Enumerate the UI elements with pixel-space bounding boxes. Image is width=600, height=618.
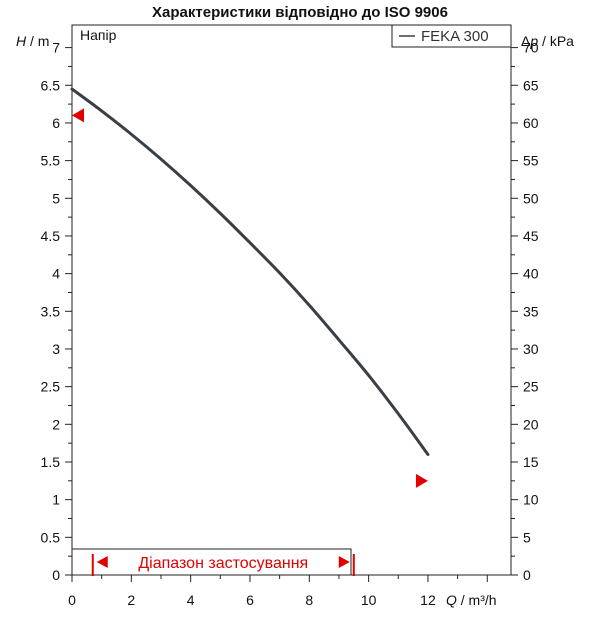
application-range-label: Діапазон застосування	[138, 555, 308, 572]
y-left-tick-label: 5.5	[41, 153, 61, 169]
y-left-tick-label: 4	[52, 266, 60, 282]
legend-box	[391, 24, 512, 48]
x-tick-label: 0	[68, 592, 76, 608]
y-axis-right-prefix: Δ	[521, 33, 530, 49]
x-tick-label: 8	[305, 592, 313, 608]
panel-label: Напір	[80, 27, 117, 43]
y-right-tick-label: 70	[523, 40, 539, 56]
x-tick-label: 4	[187, 592, 195, 608]
y-right-tick-label: 25	[523, 379, 539, 395]
limit-marker-left	[72, 108, 84, 123]
y-right-tick-label: 10	[523, 492, 539, 508]
plot-area	[71, 24, 512, 576]
y-axis-right-label: Δp / kPa	[521, 33, 574, 49]
chart-title: Характеристики відповідно до ISO 9906	[152, 4, 448, 21]
application-range-left-arrow	[96, 556, 108, 568]
application-range: Діапазон застосування	[71, 548, 355, 576]
x-axis: 0 2 4 6 8 10 12	[68, 575, 488, 608]
y-left-tick-label: 0.5	[41, 529, 61, 545]
application-range-box	[71, 548, 352, 576]
y-left-tick-label: 3	[52, 341, 60, 357]
x-axis-var: Q	[446, 592, 457, 608]
y-right-tick-label: 50	[523, 190, 539, 206]
legend-entry-feka-300: FEKA 300	[421, 28, 489, 45]
y-left-tick-label: 6	[52, 115, 60, 131]
y-axis-left-var: H	[16, 33, 27, 49]
x-tick-label: 6	[246, 592, 254, 608]
y-left-tick-label: 4.5	[41, 228, 61, 244]
y-right-tick-label: 65	[523, 77, 539, 93]
y-right-tick-label: 5	[523, 529, 531, 545]
x-tick-label: 12	[420, 592, 436, 608]
x-axis-unit: / m³/h	[457, 592, 497, 608]
y-right-tick-label: 30	[523, 341, 539, 357]
y-left-tick-label: 0	[52, 567, 60, 583]
application-range-right-arrow	[338, 556, 350, 568]
legend: FEKA 300	[391, 24, 512, 48]
y-left-tick-label: 3.5	[41, 303, 61, 319]
y-right-tick-label: 20	[523, 416, 539, 432]
y-axis-right: 0 5 10 15 20 25 30 35 40 45 50 55 60 65 70	[511, 40, 539, 583]
y-axis-left-unit: / m	[26, 33, 49, 49]
y-right-tick-label: 55	[523, 153, 539, 169]
y-right-tick-label: 35	[523, 303, 539, 319]
operating-limit-markers	[72, 108, 428, 488]
y-left-tick-label: 2	[52, 416, 60, 432]
y-axis-left: 0 0.5 1 1.5 2 2.5 3 3.5 4 4.5 5 5.5 6 6.5 7	[41, 40, 72, 583]
x-axis-label: Q / m³/h	[446, 592, 497, 608]
y-right-tick-label: 0	[523, 567, 531, 583]
y-left-tick-label: 6.5	[41, 77, 61, 93]
y-left-tick-label: 2.5	[41, 379, 61, 395]
y-left-tick-label: 5	[52, 190, 60, 206]
y-axis-right-var: p	[529, 33, 538, 49]
series-line-feka-300	[70, 87, 430, 456]
y-left-tick-label: 1	[52, 492, 60, 508]
y-axis-right-unit: / kPa	[538, 33, 574, 49]
y-axis-left-label: H / m	[16, 33, 49, 49]
y-right-tick-label: 15	[523, 454, 539, 470]
y-left-tick-label: 1.5	[41, 454, 61, 470]
y-right-tick-label: 40	[523, 266, 539, 282]
x-tick-label: 10	[361, 592, 377, 608]
y-right-tick-label: 45	[523, 228, 539, 244]
y-right-tick-label: 60	[523, 115, 539, 131]
x-tick-label: 2	[127, 592, 135, 608]
y-left-tick-label: 7	[52, 40, 60, 56]
limit-marker-right	[415, 473, 428, 488]
